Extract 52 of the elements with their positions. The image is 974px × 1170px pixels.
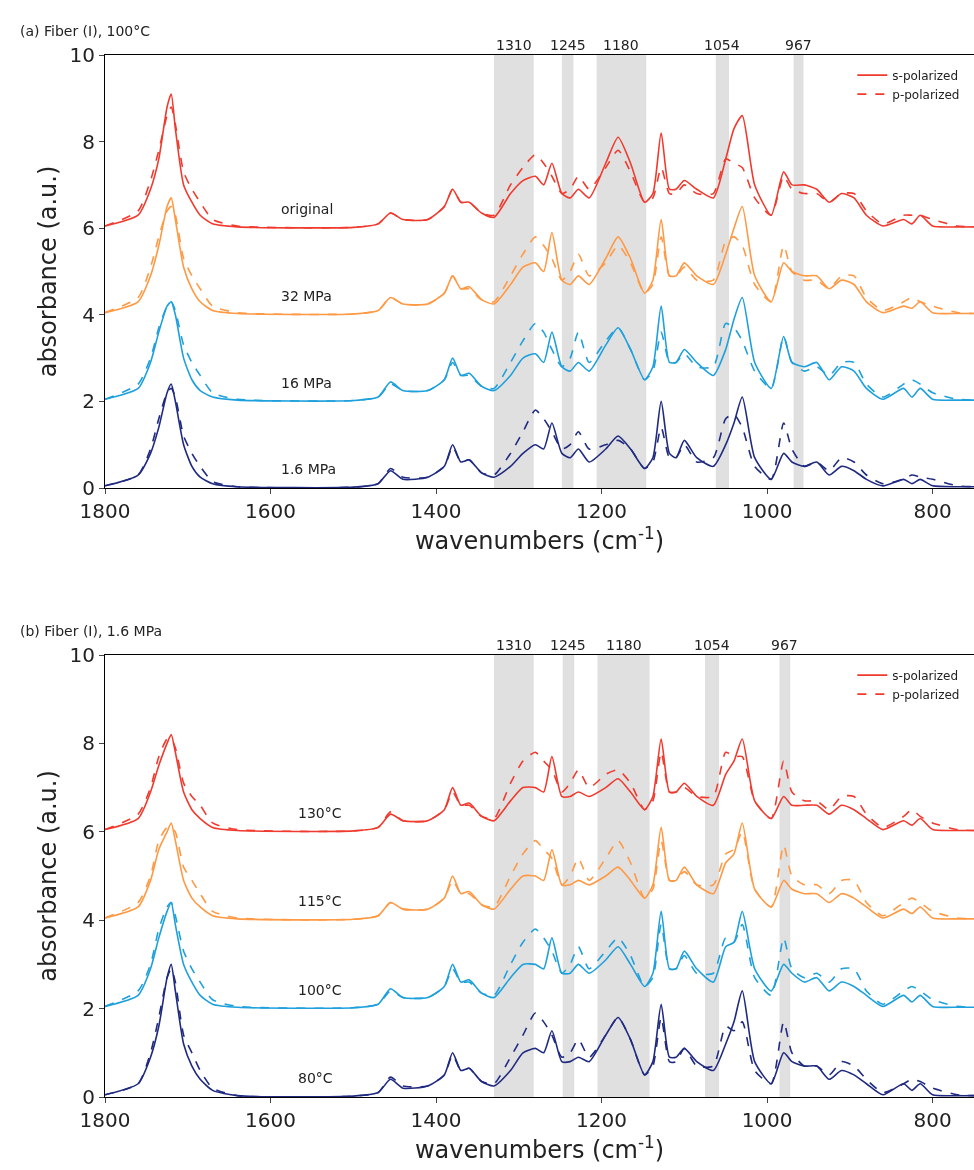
annotation: 130°C — [298, 805, 342, 821]
y-tick-label: 8 — [82, 731, 95, 756]
y-tick-label: 4 — [82, 302, 95, 327]
x-tick-label: 1600 — [245, 499, 296, 523]
x-tick-label: 1000 — [741, 1108, 793, 1132]
band-label: 1310 — [496, 37, 532, 53]
annotation: 1.6 MPa — [281, 461, 337, 477]
x-tick-label: 800 — [913, 1108, 952, 1132]
y-tick-label: 0 — [82, 476, 95, 500]
band-label: 1245 — [550, 637, 586, 653]
y-tick-label: 2 — [82, 389, 95, 414]
y-tick-label: 2 — [82, 996, 95, 1021]
y-tick-label: 10 — [69, 643, 95, 667]
chart-title: (a) Fiber (I), 100°C — [20, 23, 151, 39]
annotation: 100°C — [298, 982, 342, 998]
annotation: original — [281, 201, 334, 217]
x-tick-label: 1200 — [576, 499, 628, 523]
band-label: 1054 — [704, 37, 740, 53]
chart-title: (b) Fiber (I), 1.6 MPa — [20, 623, 163, 639]
legend-label: p-polarized — [892, 87, 960, 102]
band-label: 1180 — [603, 37, 639, 53]
x-tick-label: 1000 — [741, 499, 793, 523]
x-axis-title: wavenumbers (cm$^{-1}$) — [414, 523, 665, 556]
x-tick-label: 1400 — [410, 499, 462, 523]
annotation: 115°C — [298, 893, 342, 909]
y-tick-label: 8 — [82, 129, 95, 154]
y-tick-label: 0 — [82, 1085, 95, 1109]
band-label: 1180 — [606, 637, 642, 653]
x-tick-label: 1200 — [576, 1108, 628, 1132]
y-axis-title: absorbance (a.u.) — [33, 770, 62, 982]
legend-label: s-polarized — [892, 668, 959, 683]
legend-label: s-polarized — [892, 68, 959, 83]
y-tick-label: 6 — [82, 819, 95, 844]
band-label: 967 — [785, 37, 812, 53]
legend-label: p-polarized — [892, 687, 960, 702]
annotation: 32 MPa — [281, 288, 332, 304]
band-label: 967 — [771, 637, 798, 653]
x-tick-label: 1600 — [245, 1108, 296, 1132]
x-tick-label: 1800 — [79, 499, 131, 523]
y-tick-label: 10 — [69, 43, 95, 67]
x-tick-label: 800 — [913, 499, 952, 523]
y-tick-label: 4 — [82, 908, 95, 933]
y-axis-title: absorbance (a.u.) — [33, 165, 62, 378]
annotation: 16 MPa — [281, 375, 332, 391]
band-label: 1310 — [496, 637, 532, 653]
band-label: 1054 — [694, 637, 730, 653]
x-axis-title: wavenumbers (cm$^{-1}$) — [414, 1132, 665, 1165]
y-tick-label: 6 — [82, 216, 95, 241]
x-tick-label: 1800 — [79, 1108, 131, 1132]
annotation: 80°C — [298, 1070, 333, 1086]
x-tick-label: 1400 — [410, 1108, 462, 1132]
band-label: 1245 — [550, 37, 586, 53]
